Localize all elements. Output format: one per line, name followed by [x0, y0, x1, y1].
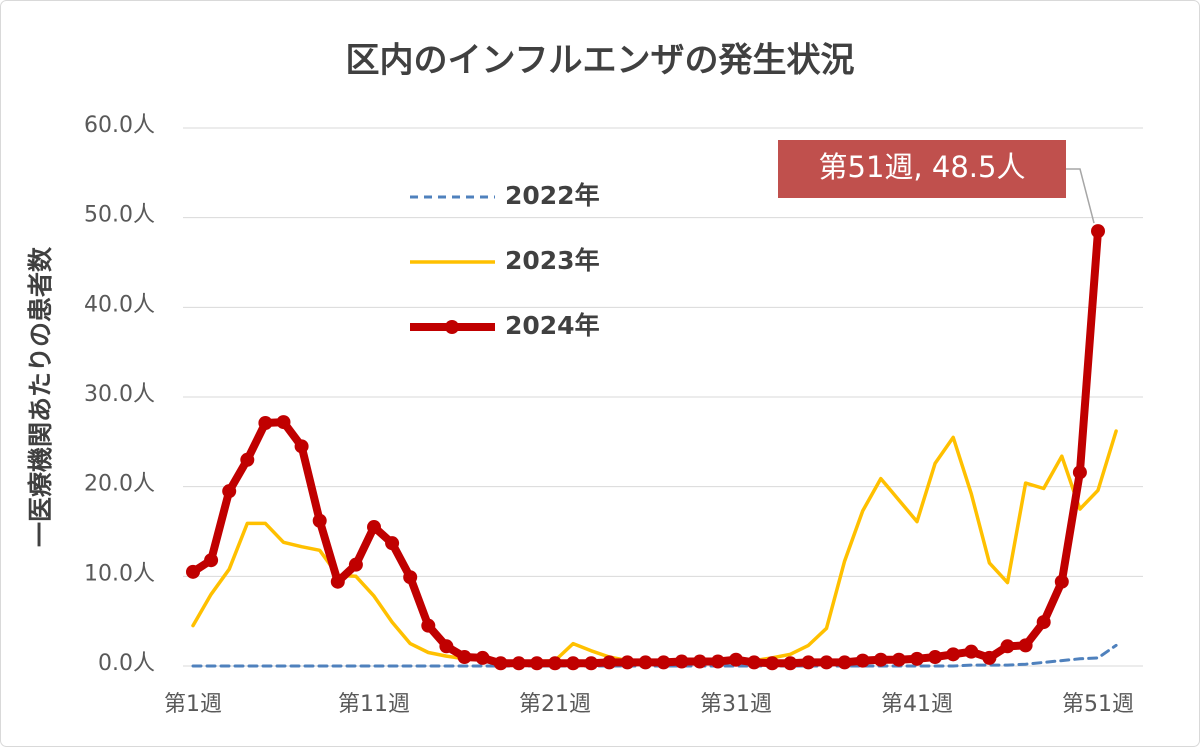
- data-point: [348, 557, 363, 572]
- data-point: [801, 655, 816, 670]
- x-tick-label: 第11週: [338, 692, 410, 717]
- data-point: [258, 416, 273, 431]
- y-tick-label: 20.0人: [84, 472, 155, 497]
- data-point: [529, 656, 544, 671]
- data-point: [710, 654, 725, 669]
- legend-marker: [445, 320, 459, 334]
- y-tick-label: 50.0人: [84, 203, 155, 228]
- data-point: [421, 618, 436, 633]
- data-point: [729, 652, 743, 667]
- legend-label: 2022年: [505, 181, 600, 210]
- data-point: [692, 654, 707, 669]
- data-point: [602, 655, 617, 670]
- data-point: [765, 656, 780, 671]
- data-point: [240, 452, 255, 467]
- data-point: [584, 656, 599, 671]
- y-tick-label: 30.0人: [84, 382, 155, 407]
- legend-label: 2024年: [505, 311, 600, 340]
- y-tick-label: 60.0人: [84, 113, 155, 138]
- data-point: [928, 650, 943, 665]
- data-point: [294, 439, 309, 454]
- data-point: [855, 653, 870, 668]
- y-tick-label: 10.0人: [84, 561, 155, 586]
- data-point: [747, 655, 762, 670]
- data-point: [566, 656, 581, 671]
- data-point: [964, 644, 979, 659]
- data-point: [276, 415, 291, 430]
- chart-title: 区内のインフルエンザの発生状況: [346, 41, 855, 81]
- data-point: [403, 570, 418, 585]
- data-point: [493, 656, 508, 671]
- data-point: [511, 656, 526, 671]
- data-point: [837, 655, 852, 670]
- data-point: [204, 553, 219, 568]
- data-point: [819, 655, 834, 670]
- data-point: [982, 650, 997, 665]
- data-point: [910, 651, 924, 666]
- data-point: [457, 650, 472, 665]
- data-point: [946, 647, 961, 662]
- data-point: [620, 655, 635, 670]
- data-point: [312, 513, 327, 528]
- data-point: [367, 520, 381, 535]
- data-point: [873, 652, 888, 667]
- data-point: [783, 656, 798, 671]
- data-point: [1054, 574, 1069, 589]
- legend-label: 2023年: [505, 246, 600, 275]
- x-tick-label: 第1週: [164, 692, 222, 717]
- data-point: [385, 536, 400, 551]
- data-point: [656, 655, 671, 670]
- data-point: [638, 655, 653, 670]
- y-tick-label: 0.0人: [98, 651, 155, 676]
- data-point: [674, 654, 689, 669]
- data-point: [548, 656, 562, 671]
- data-point: [1000, 639, 1015, 654]
- x-tick-label: 第41週: [881, 692, 953, 717]
- data-point: [222, 484, 237, 499]
- data-label-box: [778, 140, 1066, 198]
- x-tick-label: 第31週: [700, 692, 772, 717]
- data-point: [475, 650, 490, 665]
- data-point: [1091, 224, 1105, 239]
- data-point: [1036, 615, 1051, 630]
- x-tick-label: 第21週: [519, 692, 591, 717]
- x-tick-label: 第51週: [1062, 692, 1134, 717]
- data-label: 第51週, 48.5人: [819, 150, 1026, 184]
- data-point: [186, 564, 200, 579]
- leader-line: [1066, 168, 1095, 224]
- y-tick-label: 40.0人: [84, 292, 155, 317]
- data-point: [1018, 638, 1033, 653]
- data-point: [1072, 465, 1087, 480]
- data-point: [330, 574, 345, 589]
- data-point: [891, 652, 906, 667]
- y-axis-title: 一医療機関あたりの患者数: [26, 246, 55, 547]
- data-point: [439, 639, 454, 654]
